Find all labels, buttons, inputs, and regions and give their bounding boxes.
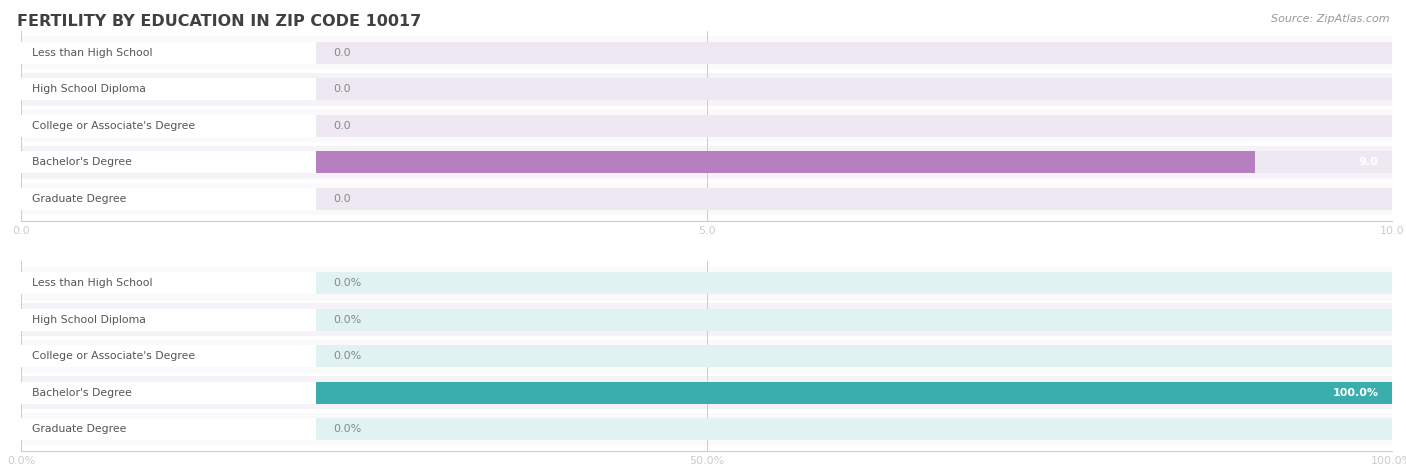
- Text: 0.0%: 0.0%: [333, 278, 361, 288]
- Text: 0.0: 0.0: [333, 48, 352, 58]
- Text: College or Associate's Degree: College or Associate's Degree: [32, 121, 195, 131]
- Bar: [21, 182, 1392, 215]
- Bar: [21, 42, 1392, 64]
- Bar: [21, 340, 1392, 373]
- Text: High School Diploma: High School Diploma: [32, 315, 146, 325]
- Text: FERTILITY BY EDUCATION IN ZIP CODE 10017: FERTILITY BY EDUCATION IN ZIP CODE 10017: [17, 14, 422, 29]
- Bar: [21, 382, 1392, 404]
- Bar: [21, 37, 1392, 69]
- Text: 0.0%: 0.0%: [333, 424, 361, 434]
- Text: Less than High School: Less than High School: [32, 48, 153, 58]
- Bar: [21, 309, 316, 331]
- Bar: [21, 73, 1392, 106]
- Bar: [21, 345, 1392, 367]
- Text: 0.0: 0.0: [333, 194, 352, 204]
- Bar: [21, 272, 316, 294]
- Bar: [21, 115, 1392, 137]
- Bar: [21, 413, 1392, 446]
- Text: 100.0%: 100.0%: [1333, 388, 1378, 398]
- Bar: [21, 152, 1392, 173]
- Text: College or Associate's Degree: College or Associate's Degree: [32, 351, 195, 361]
- Bar: [21, 146, 1392, 179]
- Bar: [21, 109, 1392, 142]
- Text: Less than High School: Less than High School: [32, 278, 153, 288]
- Bar: [21, 376, 1392, 409]
- Bar: [21, 115, 316, 137]
- Bar: [21, 345, 316, 367]
- Bar: [21, 188, 316, 210]
- Bar: [21, 188, 1392, 210]
- Text: 0.0: 0.0: [333, 121, 352, 131]
- Text: Source: ZipAtlas.com: Source: ZipAtlas.com: [1271, 14, 1389, 24]
- Bar: [21, 309, 1392, 331]
- Text: High School Diploma: High School Diploma: [32, 85, 146, 95]
- Bar: [21, 152, 316, 173]
- Text: Graduate Degree: Graduate Degree: [32, 424, 127, 434]
- Text: Graduate Degree: Graduate Degree: [32, 194, 127, 204]
- Text: 0.0: 0.0: [333, 85, 352, 95]
- Bar: [21, 78, 316, 100]
- Text: Bachelor's Degree: Bachelor's Degree: [32, 388, 132, 398]
- Bar: [21, 418, 316, 440]
- Bar: [21, 42, 316, 64]
- Bar: [21, 382, 1392, 404]
- Text: 0.0%: 0.0%: [333, 315, 361, 325]
- Bar: [21, 303, 1392, 336]
- Text: 9.0: 9.0: [1358, 157, 1378, 167]
- Text: Bachelor's Degree: Bachelor's Degree: [32, 157, 132, 167]
- Bar: [21, 382, 316, 404]
- Bar: [21, 418, 1392, 440]
- Text: 0.0%: 0.0%: [333, 351, 361, 361]
- Bar: [21, 152, 1256, 173]
- Bar: [21, 78, 1392, 100]
- Bar: [21, 267, 1392, 300]
- Bar: [21, 272, 1392, 294]
